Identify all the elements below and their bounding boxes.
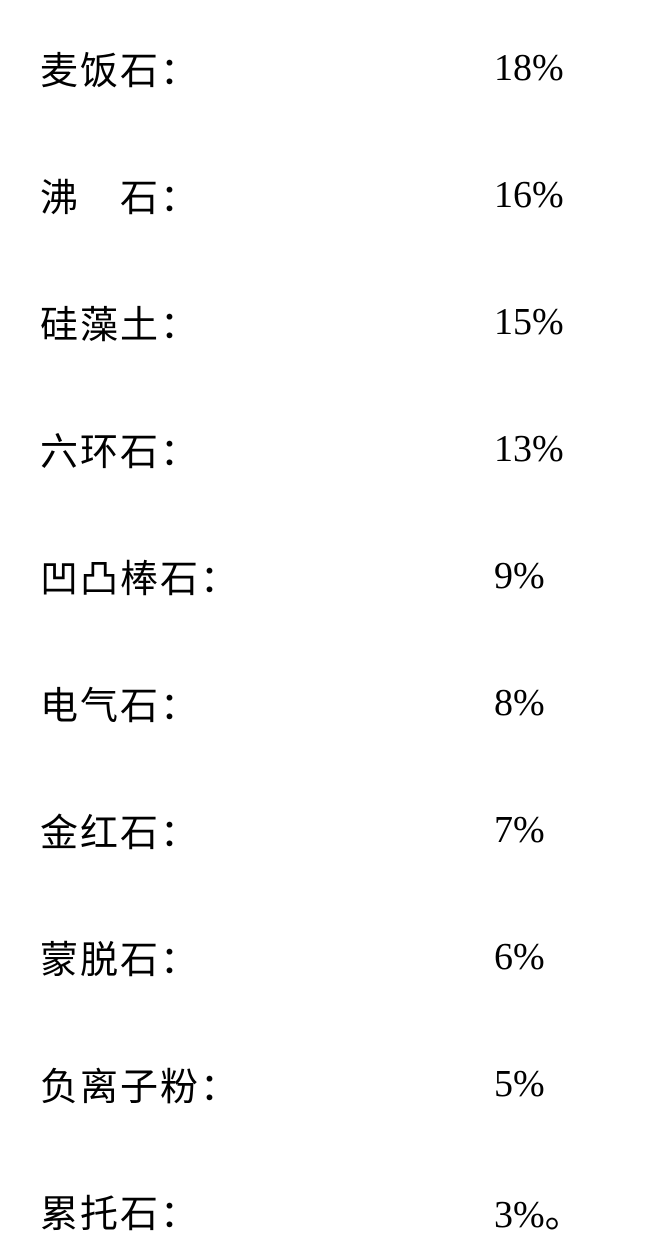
ingredient-value: 9% bbox=[494, 554, 614, 598]
ingredient-value: 6% bbox=[494, 935, 614, 979]
ingredient-label: 沸 石： bbox=[40, 167, 200, 222]
ingredient-label: 电气石： bbox=[40, 675, 200, 730]
ingredient-value: 18% bbox=[494, 46, 614, 90]
table-row: 金红石： 7% bbox=[40, 802, 614, 857]
table-row: 沸 石： 16% bbox=[40, 167, 614, 222]
ingredient-label: 负离子粉： bbox=[40, 1056, 240, 1111]
table-row: 蒙脱石： 6% bbox=[40, 929, 614, 984]
ingredient-label: 蒙脱石： bbox=[40, 929, 200, 984]
ingredient-label: 六环石： bbox=[40, 421, 200, 476]
ingredient-value: 3%。 bbox=[494, 1183, 614, 1238]
ingredient-label: 累托石： bbox=[40, 1183, 200, 1238]
ingredient-label: 金红石： bbox=[40, 802, 200, 857]
ingredient-value: 15% bbox=[494, 300, 614, 344]
table-row: 电气石： 8% bbox=[40, 675, 614, 730]
table-row: 负离子粉： 5% bbox=[40, 1056, 614, 1111]
ingredient-label: 凹凸棒石： bbox=[40, 548, 240, 603]
ingredient-value: 7% bbox=[494, 808, 614, 852]
ingredient-list: 麦饭石： 18% 沸 石： 16% 硅藻土： 15% 六环石： 13% 凹凸棒石… bbox=[40, 20, 614, 1238]
ingredient-label: 麦饭石： bbox=[40, 40, 200, 95]
ingredient-value: 5% bbox=[494, 1062, 614, 1106]
ingredient-value: 8% bbox=[494, 681, 614, 725]
ingredient-label: 硅藻土： bbox=[40, 294, 200, 349]
table-row: 麦饭石： 18% bbox=[40, 40, 614, 95]
table-row: 累托石： 3%。 bbox=[40, 1183, 614, 1238]
ingredient-value: 13% bbox=[494, 427, 614, 471]
table-row: 硅藻土： 15% bbox=[40, 294, 614, 349]
table-row: 凹凸棒石： 9% bbox=[40, 548, 614, 603]
ingredient-value: 16% bbox=[494, 173, 614, 217]
table-row: 六环石： 13% bbox=[40, 421, 614, 476]
